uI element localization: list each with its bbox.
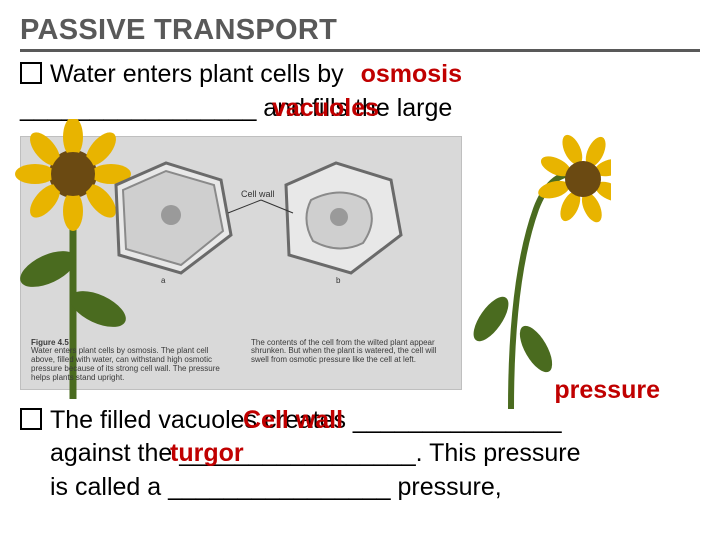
diagram-area: a b Cell wall Figure 4.5 Water enters pl… <box>20 136 462 390</box>
bullet-box-1 <box>20 62 42 84</box>
sunflower-wilted <box>451 119 611 419</box>
svg-text:a: a <box>161 276 166 285</box>
caption-a: Water enters plant cells by osmosis. The… <box>31 347 231 382</box>
slide-title: PASSIVE TRANSPORT <box>20 14 700 47</box>
bottom-line3: is called a ________________ pressure, <box>50 473 502 501</box>
figure-captions: Figure 4.5 Water enters plant cells by o… <box>31 339 451 383</box>
cell-wall-label: Cell wall <box>241 189 275 199</box>
caption-b: The contents of the cell from the wilted… <box>251 339 451 365</box>
bottom-line2: against the _________________. This pres… <box>50 439 581 467</box>
bullet-2-block: pressure The filled vacuoles creates ___… <box>20 404 700 505</box>
svg-text:b: b <box>336 276 341 285</box>
title-rule <box>20 49 700 52</box>
answer-osmosis: osmosis <box>361 60 462 88</box>
bottom-line1: The filled vacuoles creates ____________… <box>50 406 562 434</box>
cell-diagrams: a b Cell wall <box>101 155 421 285</box>
bullet-1: Water enters plant cells by osmosis ____… <box>20 58 700 126</box>
line1-prefix: Water enters plant cells by <box>50 60 351 88</box>
bullet-box-2 <box>20 408 42 430</box>
